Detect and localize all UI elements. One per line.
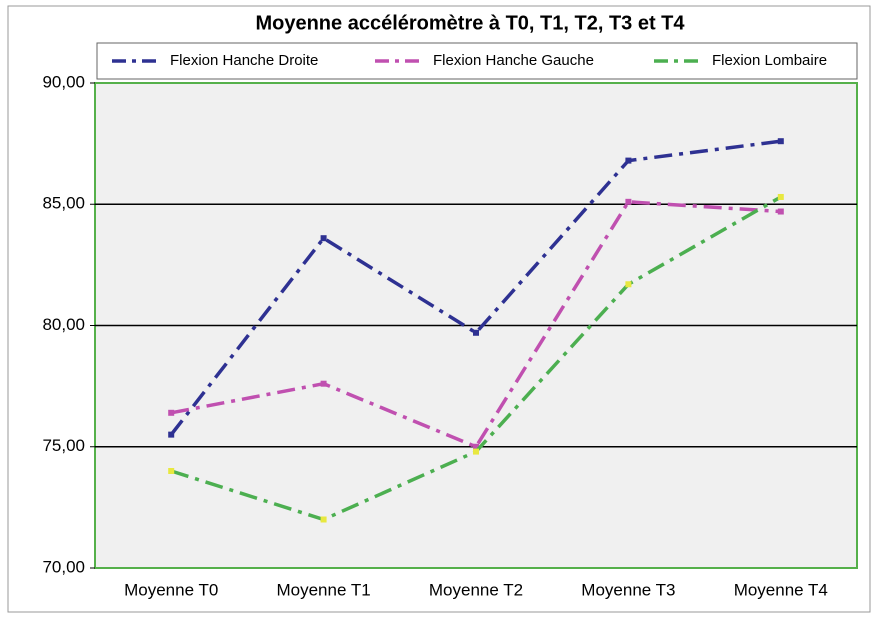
point: [777, 208, 784, 215]
legend-label: Flexion Hanche Droite: [170, 52, 318, 69]
point: [168, 409, 175, 416]
series-line: [170, 200, 781, 449]
y-tick-label: 75,00: [42, 436, 85, 455]
point: [168, 431, 175, 438]
point: [168, 468, 175, 474]
x-tick-label: Moyenne T3: [581, 580, 675, 599]
x-tick-label: Moyenne T0: [124, 580, 218, 599]
x-tick-label: Moyenne T1: [276, 580, 370, 599]
x-tick-label: Moyenne T2: [429, 580, 523, 599]
chart-title: Moyenne accéléromètre à T0, T1, T2, T3 e…: [255, 12, 685, 34]
point: [473, 443, 479, 450]
y-tick-label: 90,00: [42, 72, 85, 91]
y-tick-label: 70,00: [42, 557, 85, 576]
point: [320, 380, 327, 387]
point: [473, 329, 479, 336]
legend: [96, 42, 858, 80]
point: [777, 138, 784, 145]
x-tick-label: Moyenne T4: [734, 580, 828, 599]
y-tick-label: 85,00: [42, 194, 85, 213]
point: [320, 516, 327, 523]
y-tick-label: 80,00: [42, 315, 85, 334]
legend-label: Flexion Hanche Gauche: [433, 52, 594, 69]
point: [625, 198, 632, 205]
point: [625, 281, 632, 288]
point: [473, 448, 479, 455]
series-line: [169, 139, 782, 436]
point: [625, 157, 632, 164]
legend-label: Flexion Lombaire: [712, 52, 827, 69]
point: [320, 235, 327, 242]
point: [777, 193, 784, 200]
